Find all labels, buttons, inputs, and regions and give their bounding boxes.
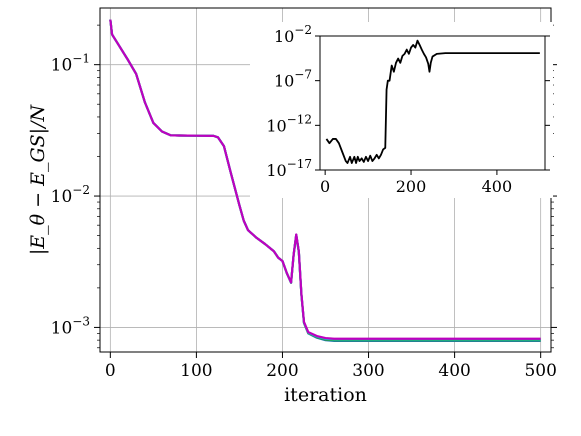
x-tick-label: 400 <box>438 361 470 381</box>
inset-y-tick-label: 10−17 <box>266 157 312 180</box>
x-tick-label: 500 <box>524 361 556 381</box>
inset-x-tick-label: 400 <box>482 177 513 196</box>
inset-series-line-1 <box>325 39 540 164</box>
y-tick-label: 10−1 <box>51 52 90 76</box>
x-tick-label: 200 <box>266 361 298 381</box>
inset-y-tick-label: 10−2 <box>274 23 312 46</box>
inset-x-tick-label: 200 <box>396 177 427 196</box>
x-axis-label: iteration <box>284 384 367 406</box>
inset-plot: 0 200 400 10−2 10−7 10−12 10−17 <box>250 22 553 198</box>
main-series-lines <box>109 19 541 342</box>
series-line-4 <box>109 19 541 340</box>
x-tick-label: 300 <box>352 361 384 381</box>
inset-ticks <box>315 35 550 175</box>
inset-background <box>250 22 553 198</box>
inset-plot-frame <box>319 35 546 171</box>
x-tick-label: 100 <box>180 361 212 381</box>
y-tick-label: 10−3 <box>51 314 90 338</box>
main-tick-labels: 0 100 200 300 400 500 10−1 10−2 10−3 <box>51 52 557 381</box>
y-tick-label: 10−2 <box>51 183 90 207</box>
inset-y-tick-label: 10−12 <box>266 112 312 135</box>
main-ticks <box>94 24 557 358</box>
inset-series-lines <box>325 39 540 164</box>
inset-y-tick-label: 10−7 <box>274 68 312 91</box>
y-axis-label: |E_θ − E_GS|/N <box>27 104 49 256</box>
inset-tick-labels: 0 200 400 10−2 10−7 10−12 10−17 <box>266 23 512 196</box>
x-tick-label: 0 <box>105 361 116 381</box>
inset-x-tick-label: 0 <box>320 177 330 196</box>
